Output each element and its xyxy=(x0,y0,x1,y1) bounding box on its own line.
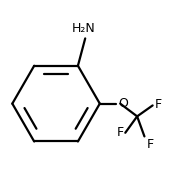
Text: F: F xyxy=(146,138,153,151)
Text: O: O xyxy=(118,97,128,110)
Text: F: F xyxy=(116,126,123,139)
Text: H₂N: H₂N xyxy=(72,22,95,35)
Text: F: F xyxy=(154,98,162,111)
